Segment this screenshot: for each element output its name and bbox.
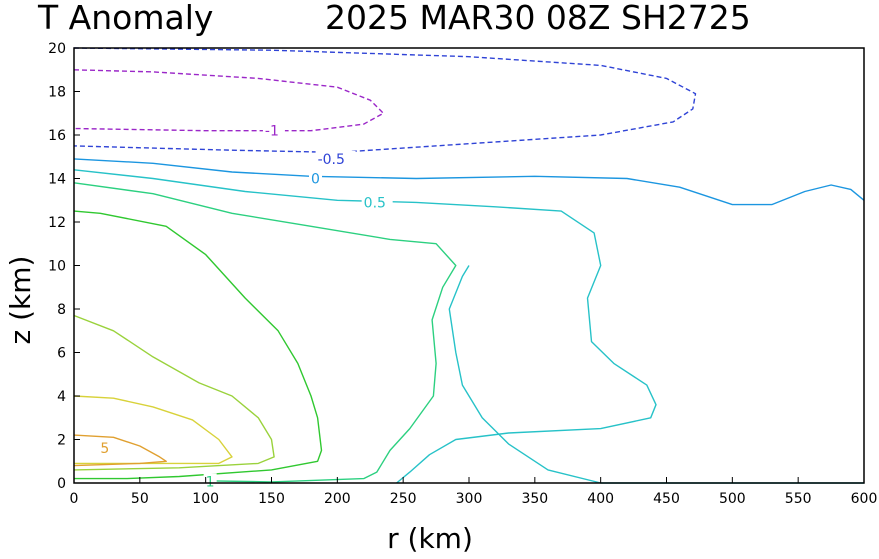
contour-label: -0.5 [318, 152, 345, 168]
contour-lines [73, 47, 865, 484]
chart-title: T Anomaly [37, 0, 213, 37]
contour-line [73, 434, 167, 467]
contour-line [73, 169, 657, 484]
contour-line [73, 210, 323, 480]
y-tick-label: 12 [48, 215, 66, 231]
x-tick-label: 400 [587, 491, 614, 507]
contour-label: 0.5 [364, 195, 386, 211]
contour-labels: -1-0.500.515 [98, 122, 393, 490]
contour-label-bg [315, 150, 356, 167]
y-tick-label: 6 [57, 346, 66, 362]
x-tick-label: 450 [653, 491, 680, 507]
contour-label: 5 [100, 441, 109, 457]
x-tick-label: 150 [258, 491, 285, 507]
y-tick-label: 8 [57, 302, 66, 318]
contour-label-bg [203, 473, 217, 490]
contour-line [73, 47, 697, 154]
y-tick-label: 4 [57, 389, 66, 405]
contour-label-bg [361, 194, 393, 211]
x-tick-label: 200 [324, 491, 351, 507]
contour-line [448, 265, 864, 484]
x-tick-label: 500 [719, 491, 746, 507]
y-tick-label: 2 [57, 433, 66, 449]
x-axis-label: r (km) [387, 522, 473, 555]
contour-line [73, 314, 275, 471]
contour-line [73, 395, 233, 465]
contour-label: -1 [265, 124, 279, 140]
y-tick-label: 16 [48, 128, 66, 144]
x-tick-label: 350 [521, 491, 548, 507]
chart-subtitle: 2025 MAR30 08Z SH2725 [325, 0, 751, 37]
x-tick-label: 600 [851, 491, 878, 507]
y-tick-label: 10 [48, 259, 66, 275]
x-tick-label: 300 [456, 491, 483, 507]
y-axis-label: z (km) [4, 256, 37, 345]
x-tick-label: 550 [785, 491, 812, 507]
x-tick-label: 50 [131, 491, 149, 507]
contour-label-bg [309, 170, 322, 187]
contour-label-bg [98, 440, 112, 457]
x-tick-label: 100 [192, 491, 219, 507]
contour-line [73, 182, 457, 483]
y-axis-ticks: 0 2 4 6 8 10 12 14 16 18 20 [48, 41, 80, 492]
contour-line [73, 158, 865, 206]
x-axis-ticks: 0 50 100 150 200 250 300 350 400 450 500 550 600 [70, 477, 878, 507]
contour-line [73, 69, 385, 132]
y-tick-label: 14 [48, 172, 66, 188]
contour-label-bg [262, 122, 285, 139]
y-tick-label: 20 [48, 41, 66, 57]
y-tick-label: 0 [57, 476, 66, 492]
x-tick-label: 250 [390, 491, 417, 507]
y-tick-label: 18 [48, 85, 66, 101]
x-tick-label: 0 [70, 491, 79, 507]
contour-label: 0 [311, 172, 320, 188]
